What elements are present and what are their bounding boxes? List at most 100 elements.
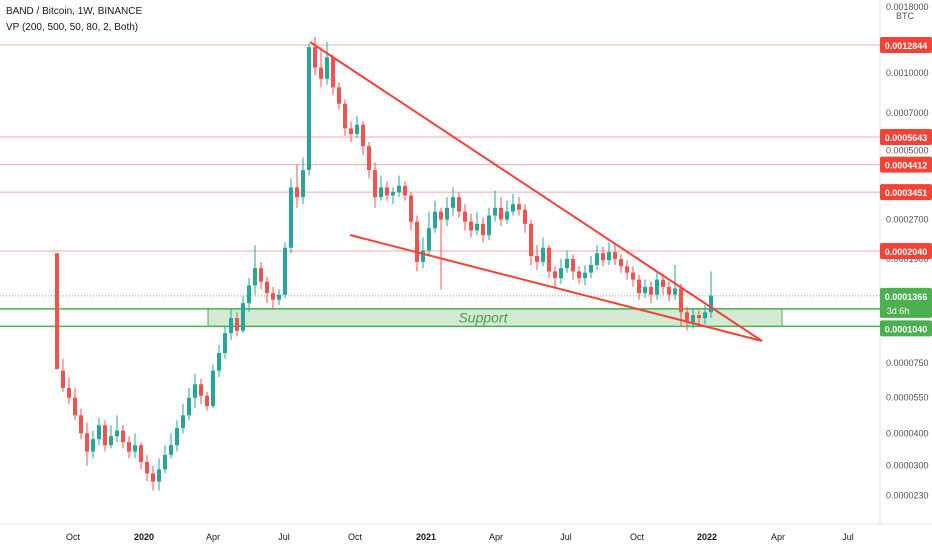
candle[interactable] bbox=[535, 245, 539, 271]
candle[interactable] bbox=[661, 274, 665, 295]
candle[interactable] bbox=[397, 175, 401, 198]
candle[interactable] bbox=[463, 204, 467, 231]
candle[interactable] bbox=[241, 296, 245, 334]
candle[interactable] bbox=[295, 164, 299, 208]
candle[interactable] bbox=[367, 141, 371, 179]
candle[interactable] bbox=[559, 258, 563, 284]
candle[interactable] bbox=[127, 436, 131, 459]
candle[interactable] bbox=[631, 266, 635, 287]
candle[interactable] bbox=[427, 211, 431, 257]
candle[interactable] bbox=[439, 207, 443, 290]
candle[interactable] bbox=[175, 420, 179, 452]
candle[interactable] bbox=[703, 304, 707, 325]
candle[interactable] bbox=[307, 43, 311, 176]
candle[interactable] bbox=[613, 245, 617, 265]
candle[interactable] bbox=[589, 256, 593, 279]
candle[interactable] bbox=[145, 454, 149, 482]
candle[interactable] bbox=[379, 175, 383, 201]
candle[interactable] bbox=[643, 279, 647, 299]
candle[interactable] bbox=[391, 187, 395, 205]
candle[interactable] bbox=[577, 266, 581, 284]
candle[interactable] bbox=[445, 197, 449, 226]
candle[interactable] bbox=[121, 425, 125, 449]
currency-label[interactable]: BTC bbox=[896, 11, 915, 21]
candle[interactable] bbox=[595, 245, 599, 271]
candle[interactable] bbox=[385, 181, 389, 201]
support-level-tag[interactable]: 0.0001040 bbox=[880, 320, 932, 337]
candle[interactable] bbox=[157, 458, 161, 491]
candle[interactable] bbox=[115, 415, 119, 443]
candle[interactable] bbox=[553, 266, 557, 287]
candle[interactable] bbox=[481, 217, 485, 243]
candle[interactable] bbox=[277, 289, 281, 305]
candle[interactable] bbox=[487, 207, 491, 241]
candle[interactable] bbox=[517, 197, 521, 216]
candle[interactable] bbox=[97, 417, 101, 446]
candle[interactable] bbox=[229, 308, 233, 341]
candle[interactable] bbox=[289, 178, 293, 254]
candle[interactable] bbox=[601, 246, 605, 267]
candle[interactable] bbox=[85, 422, 89, 466]
candle[interactable] bbox=[169, 433, 173, 459]
candle[interactable] bbox=[265, 276, 269, 304]
candle[interactable] bbox=[91, 430, 95, 459]
candle[interactable] bbox=[469, 213, 473, 238]
candle[interactable] bbox=[541, 237, 545, 267]
candle[interactable] bbox=[283, 242, 287, 299]
candle[interactable] bbox=[133, 433, 137, 459]
candle[interactable] bbox=[511, 193, 515, 216]
price-level-tag[interactable]: 0.0005643 bbox=[880, 129, 932, 146]
price-level-tag[interactable]: 0.0002040 bbox=[880, 242, 932, 259]
candle[interactable] bbox=[211, 364, 215, 409]
candle[interactable] bbox=[343, 99, 347, 136]
candle[interactable] bbox=[109, 425, 113, 449]
candle[interactable] bbox=[607, 242, 611, 265]
candle[interactable] bbox=[505, 200, 509, 224]
candle[interactable] bbox=[181, 404, 185, 434]
candle[interactable] bbox=[79, 408, 83, 440]
candle[interactable] bbox=[163, 445, 167, 474]
candle[interactable] bbox=[349, 121, 353, 142]
candle[interactable] bbox=[415, 215, 419, 272]
candle[interactable] bbox=[475, 211, 479, 236]
candle[interactable] bbox=[319, 47, 323, 88]
candle[interactable] bbox=[493, 190, 497, 222]
candle[interactable] bbox=[637, 274, 641, 300]
candle[interactable] bbox=[403, 181, 407, 201]
candle[interactable] bbox=[217, 345, 221, 378]
candle[interactable] bbox=[199, 379, 203, 405]
candle[interactable] bbox=[697, 310, 701, 327]
candle[interactable] bbox=[373, 162, 377, 208]
candle[interactable] bbox=[313, 36, 317, 76]
candle[interactable] bbox=[337, 82, 341, 110]
candle[interactable] bbox=[619, 254, 623, 273]
candle[interactable] bbox=[325, 41, 329, 85]
candle[interactable] bbox=[67, 377, 71, 405]
candle[interactable] bbox=[667, 281, 671, 302]
candle[interactable] bbox=[151, 465, 155, 491]
candle[interactable] bbox=[433, 200, 437, 233]
candle[interactable] bbox=[301, 157, 305, 205]
candle[interactable] bbox=[205, 391, 209, 411]
candle[interactable] bbox=[361, 121, 365, 156]
candle[interactable] bbox=[709, 271, 713, 319]
candle[interactable] bbox=[409, 192, 413, 231]
price-level-tag[interactable]: 0.0012844 bbox=[880, 36, 932, 53]
current-price-tag[interactable]: 0.0001366 3d 6h bbox=[880, 287, 932, 318]
price-level-tag[interactable]: 0.0004412 bbox=[880, 156, 932, 173]
candle[interactable] bbox=[223, 326, 227, 359]
candle[interactable] bbox=[691, 308, 695, 329]
candle[interactable] bbox=[235, 312, 239, 337]
candle[interactable] bbox=[73, 387, 77, 421]
candle[interactable] bbox=[55, 253, 59, 370]
candle[interactable] bbox=[331, 54, 335, 96]
candle[interactable] bbox=[499, 197, 503, 226]
candle[interactable] bbox=[247, 278, 251, 313]
candle[interactable] bbox=[253, 245, 257, 295]
candle[interactable] bbox=[103, 420, 107, 452]
candle[interactable] bbox=[139, 442, 143, 470]
candle[interactable] bbox=[193, 373, 197, 409]
candle[interactable] bbox=[523, 204, 527, 233]
candle[interactable] bbox=[685, 306, 689, 331]
